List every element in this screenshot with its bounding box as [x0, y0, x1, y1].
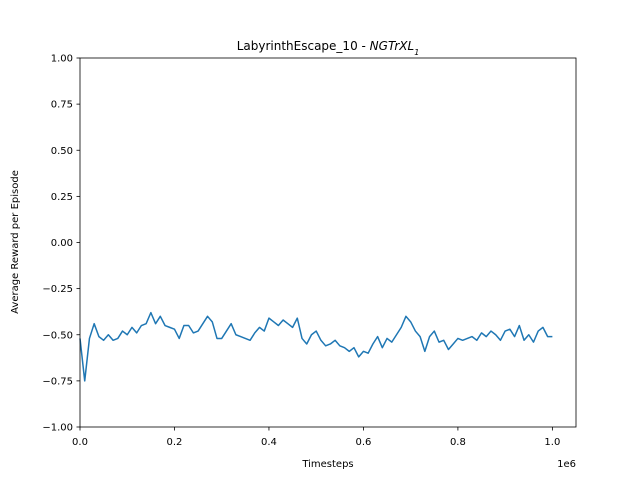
y-tick-label: −0.50 [42, 330, 73, 341]
x-tick-label: 0.6 [355, 437, 371, 448]
y-tick-label: 0.00 [51, 238, 73, 249]
y-tick-label: 0.25 [51, 192, 73, 203]
x-axis-label: Timesteps [301, 459, 353, 470]
y-tick-label: 0.50 [51, 146, 73, 157]
data-line [79, 311, 553, 382]
y-tick-label: 0.75 [51, 100, 73, 111]
y-tick-label: −1.00 [42, 423, 73, 434]
title-model: NGTrXL [370, 39, 415, 53]
y-axis-label: Average Reward per Episode [10, 170, 21, 314]
x-tick-label: 0.2 [167, 437, 183, 448]
x-tick-label: 0.4 [261, 437, 277, 448]
x-tick-label: 0.8 [450, 437, 466, 448]
y-tick-label: 1.00 [51, 54, 73, 65]
x-tick-label: 0.0 [72, 437, 88, 448]
title-subscript: 1 [414, 48, 419, 57]
y-tick-label: −0.25 [42, 284, 73, 295]
plot-frame [79, 57, 577, 428]
y-tick-label: −0.75 [42, 376, 73, 387]
x-tick-label: 1.0 [544, 437, 560, 448]
x-offset-label: 1e6 [557, 459, 576, 470]
chart-title: LabyrinthEscape_10 - NGTrXL1 [237, 39, 420, 57]
title-text: LabyrinthEscape_10 - [237, 39, 370, 53]
